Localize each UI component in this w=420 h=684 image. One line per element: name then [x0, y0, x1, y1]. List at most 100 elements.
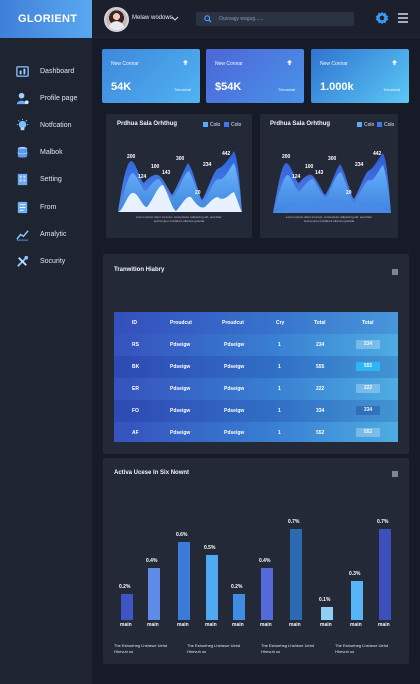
section-title: Tranwition Hiabry	[114, 267, 165, 273]
lightbulb-icon	[16, 118, 29, 130]
user-icon	[16, 92, 29, 104]
cell-total: 222	[316, 386, 325, 392]
area-data-label: 200	[282, 154, 291, 160]
search-input[interactable]	[219, 12, 349, 26]
sidebar-item-analytic[interactable]: Amalytic	[0, 224, 92, 244]
bar-category-label: main	[350, 622, 362, 628]
area-data-label: 300	[328, 156, 337, 162]
sidebar-item-label: Malbok	[40, 148, 63, 156]
bar-data-label: 0.1%	[319, 597, 331, 603]
sidebar-item-security[interactable]: Socurity	[0, 251, 92, 271]
caption-line: Hhevuh us	[335, 649, 355, 654]
bar	[290, 529, 302, 620]
caption: The Eshoeheg Lhsheue Uehd Hhevuh us	[187, 643, 240, 655]
area-series	[118, 163, 242, 212]
bar-data-label: 0.5%	[204, 545, 216, 551]
chevron-down-icon[interactable]	[171, 15, 179, 22]
area-series	[118, 185, 242, 212]
legend-item: Colo	[364, 122, 375, 128]
column-header: ID	[132, 320, 137, 326]
column-header: Total	[362, 320, 374, 326]
stat-label: New Connar	[111, 61, 139, 67]
bar-data-label: 0.4%	[259, 558, 271, 564]
search-bar[interactable]	[196, 12, 354, 26]
sidebar-item-setting[interactable]: Setting	[0, 169, 92, 189]
cell-qty: 1	[278, 386, 281, 392]
stat-card[interactable]: New Connar $54K Tchoalnal	[206, 49, 304, 103]
total-badge: 222	[356, 384, 380, 393]
cell-product: Pdseigw	[224, 430, 245, 436]
menu-icon[interactable]	[391, 268, 399, 276]
stat-card[interactable]: New Connar 54K Tchoalnal	[102, 49, 200, 103]
bar-category-label: main	[320, 622, 332, 628]
area-data-label: 100	[305, 164, 314, 170]
table-header: ID Proudcut Proudcut Cry Total Total	[114, 312, 398, 334]
bar-data-label: 0.7%	[377, 519, 389, 525]
cell-product: Pdseigw	[170, 430, 191, 436]
bar	[261, 568, 273, 620]
transaction-table: ID Proudcut Proudcut Cry Total Total RS …	[114, 312, 398, 442]
table-row[interactable]: RS Pdseigw Pdseigw 1 234 234	[114, 334, 398, 356]
caption: The Eshoeheg Lhsheue Uehd Hhevuh us	[261, 643, 314, 655]
table-row[interactable]: BK Pdseigw Pdseigw 1 555 555	[114, 356, 398, 378]
legend-swatch	[357, 122, 362, 127]
stat-value: 1.000k	[320, 81, 354, 93]
gear-icon[interactable]	[375, 11, 389, 25]
area-data-label: 234	[203, 162, 212, 168]
stat-sub: Tchoalnal	[383, 87, 400, 92]
sidebar-item-from[interactable]: From	[0, 197, 92, 217]
cell-product: Pdseigw	[170, 364, 191, 370]
legend-swatch	[377, 122, 382, 127]
table-row[interactable]: FO Pdseigw Pdseigw 1 334 334	[114, 400, 398, 422]
area-data-label: 20	[195, 190, 201, 196]
bar-data-label: 0.6%	[176, 532, 188, 538]
dashboard-icon	[16, 65, 29, 77]
menu-icon[interactable]	[391, 470, 399, 478]
bar	[121, 594, 133, 620]
bar-data-label: 0.7%	[288, 519, 300, 525]
table-row[interactable]: ER Pdseigw Pdseigw 1 222 222	[114, 378, 398, 400]
avatar[interactable]	[104, 7, 129, 32]
stat-label: New Connar	[320, 61, 348, 67]
cell-qty: 1	[278, 342, 281, 348]
area-data-label: 234	[355, 162, 364, 168]
sidebar-item-profile[interactable]: Profile page	[0, 88, 92, 108]
bar-category-label: main	[232, 622, 244, 628]
bar-data-label: 0.2%	[231, 584, 243, 590]
stat-label: New Connar	[215, 61, 243, 67]
top-bar: Melaw wodows	[92, 0, 420, 38]
caption-line: Hhevuh us	[261, 649, 281, 654]
area-data-label: 124	[138, 174, 147, 180]
table-row[interactable]: AF Pdseigw Pdseigw 1 552 552	[114, 422, 398, 442]
total-badge: 334	[356, 406, 380, 415]
bar-category-label: main	[289, 622, 301, 628]
column-header: Cry	[276, 320, 285, 326]
chart-note: Lorem ipsum dolor sit amet, consectetur …	[135, 215, 223, 219]
cell-id: AF	[132, 430, 139, 436]
sidebar-item-notification[interactable]: Notfcation	[0, 115, 92, 135]
building-icon	[17, 173, 28, 185]
cell-id: BK	[132, 364, 140, 370]
sidebar-item-dashboard[interactable]: Dashboard	[0, 61, 92, 81]
bar-data-label: 0.3%	[349, 571, 361, 577]
bar	[351, 581, 363, 620]
menu-icon[interactable]	[397, 12, 409, 24]
username[interactable]: Melaw wodows	[132, 15, 173, 21]
area-data-label: 100	[151, 164, 160, 170]
arrow-up-icon	[391, 59, 398, 66]
bar	[233, 594, 245, 620]
total-badge: 555	[356, 362, 380, 371]
total-badge: 552	[356, 428, 380, 437]
sidebar-item-malbok[interactable]: Malbok	[0, 142, 92, 162]
area-data-label: 442	[222, 151, 231, 157]
sidebar-item-label: Notfcation	[40, 121, 72, 129]
cell-product: Pdseigw	[224, 408, 245, 414]
caption: The Eshoeheg Lhsheue Uehd Hhevuh us	[335, 643, 388, 655]
bar-data-label: 0.4%	[146, 558, 158, 564]
chart-title: Prdhua Sala Orhthug	[117, 121, 178, 127]
stat-sub: Tchoalnal	[278, 87, 295, 92]
stat-value: 54K	[111, 81, 132, 93]
area-chart-panel: Prdhua Sala Orhthug Colo Colo 200 124 10…	[106, 114, 252, 238]
chart-note: Lorem ipsum dolor sit amet, consectetur …	[285, 215, 373, 219]
stat-card[interactable]: New Connar 1.000k Tchoalnal	[311, 49, 409, 103]
